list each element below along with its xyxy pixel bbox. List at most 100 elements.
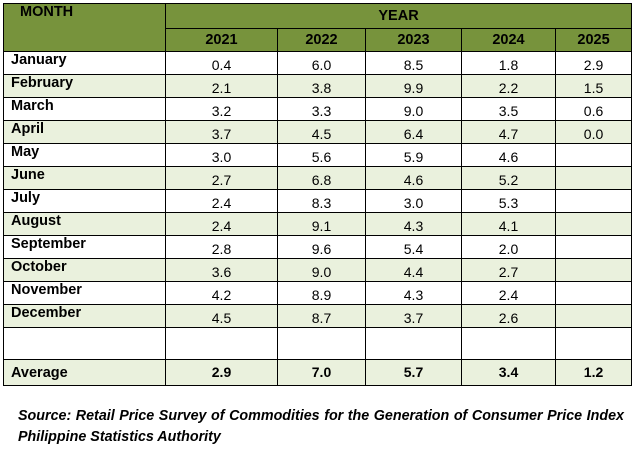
empty-cell	[365, 327, 462, 360]
value-cell: 3.7	[365, 304, 462, 328]
table-row: June 2.7 6.8 4.6 5.2	[3, 166, 633, 190]
value-cell: 3.2	[165, 97, 278, 121]
average-value-cell: 5.7	[365, 359, 462, 386]
value-cell: 2.4	[165, 212, 278, 236]
value-cell	[554, 212, 633, 236]
value-cell: 8.3	[277, 189, 366, 213]
value-cell: 4.6	[461, 143, 556, 167]
average-value-cell: 7.0	[277, 359, 366, 386]
value-cell: 1.8	[461, 51, 556, 75]
value-cell: 8.7	[277, 304, 366, 328]
month-cell: November	[3, 281, 166, 305]
value-cell: 3.0	[165, 143, 278, 167]
month-cell: December	[3, 304, 166, 328]
value-cell: 0.4	[165, 51, 278, 75]
value-cell: 4.7	[461, 120, 556, 144]
average-value-cell: 1.2	[554, 359, 633, 386]
value-cell: 4.3	[365, 281, 462, 305]
value-cell: 2.4	[165, 189, 278, 213]
value-cell: 1.5	[554, 74, 633, 98]
table-row: January 0.4 6.0 8.5 1.8 2.9	[3, 51, 633, 75]
value-cell: 2.1	[165, 74, 278, 98]
month-cell: October	[3, 258, 166, 282]
value-cell: 2.2	[461, 74, 556, 98]
value-cell: 3.8	[277, 74, 366, 98]
average-row: Average 2.9 7.0 5.7 3.4 1.2	[3, 359, 633, 386]
value-cell: 4.5	[165, 304, 278, 328]
month-column-header: MONTH	[3, 3, 166, 52]
table-row: February 2.1 3.8 9.9 2.2 1.5	[3, 74, 633, 98]
month-cell: April	[3, 120, 166, 144]
value-cell: 8.5	[365, 51, 462, 75]
value-cell: 4.2	[165, 281, 278, 305]
value-cell	[554, 189, 633, 213]
value-cell: 0.6	[554, 97, 633, 121]
value-cell: 4.3	[365, 212, 462, 236]
value-cell: 6.0	[277, 51, 366, 75]
table-body: January 0.4 6.0 8.5 1.8 2.9 February 2.1 3.8 9.9 2…	[3, 51, 633, 386]
blank-row	[3, 327, 633, 360]
average-value-cell: 3.4	[461, 359, 556, 386]
value-cell: 2.9	[554, 51, 633, 75]
table-row: March 3.2 3.3 9.0 3.5 0.6	[3, 97, 633, 121]
empty-cell	[3, 327, 166, 360]
table-row: April 3.7 4.5 6.4 4.7 0.0	[3, 120, 633, 144]
value-cell: 2.0	[461, 235, 556, 259]
year-header-cell: 2022	[277, 28, 366, 52]
value-cell	[554, 166, 633, 190]
value-cell: 9.1	[277, 212, 366, 236]
value-cell: 8.9	[277, 281, 366, 305]
value-cell: 2.7	[461, 258, 556, 282]
table-row: December 4.5 8.7 3.7 2.6	[3, 304, 633, 328]
table-row: October 3.6 9.0 4.4 2.7	[3, 258, 633, 282]
value-cell: 5.3	[461, 189, 556, 213]
value-cell	[554, 235, 633, 259]
value-cell: 4.4	[365, 258, 462, 282]
value-cell: 2.4	[461, 281, 556, 305]
average-label: Average	[3, 359, 166, 386]
empty-cell	[461, 327, 556, 360]
value-cell	[554, 258, 633, 282]
value-cell: 6.8	[277, 166, 366, 190]
table-row: July 2.4 8.3 3.0 5.3	[3, 189, 633, 213]
value-cell: 4.1	[461, 212, 556, 236]
value-cell: 5.4	[365, 235, 462, 259]
table-row: May 3.0 5.6 5.9 4.6	[3, 143, 633, 167]
year-header-cell: 2025	[554, 28, 633, 52]
value-cell: 2.8	[165, 235, 278, 259]
empty-cell	[554, 327, 633, 360]
value-cell: 4.5	[277, 120, 366, 144]
table-row: September 2.8 9.6 5.4 2.0	[3, 235, 633, 259]
value-cell: 4.6	[365, 166, 462, 190]
month-cell: March	[3, 97, 166, 121]
year-header-cell: 2024	[461, 28, 556, 52]
value-cell: 5.2	[461, 166, 556, 190]
value-cell: 5.9	[365, 143, 462, 167]
month-cell: February	[3, 74, 166, 98]
value-cell	[554, 143, 633, 167]
value-cell: 3.5	[461, 97, 556, 121]
value-cell	[554, 281, 633, 305]
value-cell: 5.6	[277, 143, 366, 167]
year-header-cell: 2023	[365, 28, 462, 52]
value-cell: 9.6	[277, 235, 366, 259]
inflation-table: MONTH YEAR 2021 2022 2023 2024 2025 Janu…	[3, 3, 633, 386]
value-cell: 9.0	[277, 258, 366, 282]
empty-cell	[277, 327, 366, 360]
value-cell: 9.9	[365, 74, 462, 98]
average-value-cell: 2.9	[165, 359, 278, 386]
month-cell: August	[3, 212, 166, 236]
value-cell: 9.0	[365, 97, 462, 121]
value-cell: 3.3	[277, 97, 366, 121]
year-header-cell: 2021	[165, 28, 278, 52]
value-cell	[554, 304, 633, 328]
table-row: August 2.4 9.1 4.3 4.1	[3, 212, 633, 236]
month-cell: January	[3, 51, 166, 75]
value-cell: 3.0	[365, 189, 462, 213]
value-cell: 6.4	[365, 120, 462, 144]
empty-cell	[165, 327, 278, 360]
value-cell: 3.7	[165, 120, 278, 144]
year-column-header: YEAR	[164, 3, 633, 29]
value-cell: 2.7	[165, 166, 278, 190]
value-cell: 2.6	[461, 304, 556, 328]
